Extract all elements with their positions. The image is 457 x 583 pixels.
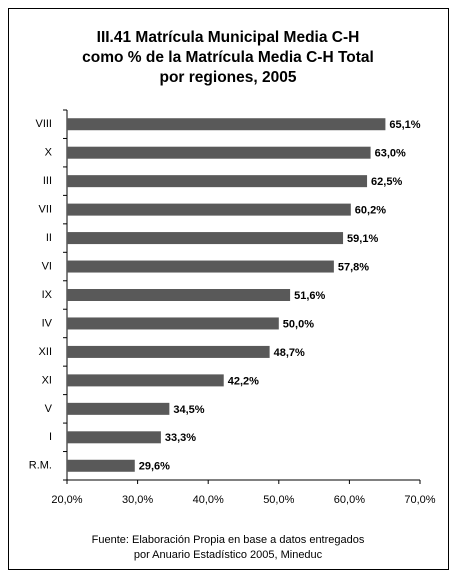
chart-title: por regiones, 2005 — [160, 69, 297, 86]
value-label: 48,7% — [274, 347, 305, 359]
value-label: 51,6% — [294, 290, 325, 302]
value-label: 50,0% — [283, 318, 314, 330]
value-label: 34,5% — [173, 404, 204, 416]
value-label: 33,3% — [165, 432, 196, 444]
value-label: 29,6% — [139, 461, 170, 473]
y-tick-label: VII — [39, 204, 52, 216]
chart-title: III.41 Matrícula Municipal Media C-H — [97, 29, 360, 46]
y-tick-label: VIII — [35, 118, 52, 130]
bar — [67, 345, 270, 358]
bar — [67, 260, 334, 273]
x-tick-label: 60,0% — [334, 494, 365, 506]
value-label: 57,8% — [338, 261, 369, 273]
x-tick-label: 50,0% — [263, 494, 294, 506]
source-note: Fuente: Elaboración Propia en base a dat… — [92, 534, 365, 546]
value-label: 42,2% — [228, 375, 259, 387]
bar — [67, 289, 291, 301]
bar — [67, 203, 351, 216]
x-tick-label: 20,0% — [51, 494, 82, 506]
bar — [67, 118, 386, 131]
source-note: por Anuario Estadístico 2005, Mineduc — [134, 549, 323, 561]
y-tick-label: V — [45, 403, 53, 415]
value-label: 63,0% — [375, 148, 406, 160]
bar — [67, 374, 224, 387]
y-tick-label: II — [46, 232, 52, 244]
bar — [67, 431, 161, 444]
value-label: 62,5% — [371, 176, 402, 188]
y-tick-label: XI — [42, 374, 52, 386]
bar — [67, 232, 344, 245]
y-tick-label: R.M. — [29, 460, 52, 472]
x-tick-label: 30,0% — [122, 494, 153, 506]
y-tick-label: IX — [42, 289, 53, 301]
bar — [67, 175, 368, 188]
x-tick-label: 40,0% — [193, 494, 224, 506]
x-tick-label: 70,0% — [404, 494, 435, 506]
bar — [67, 317, 279, 330]
value-label: 60,2% — [355, 205, 386, 217]
y-tick-label: III — [43, 175, 52, 187]
y-tick-label: XII — [39, 346, 52, 358]
y-tick-label: VI — [42, 260, 52, 272]
bar — [67, 402, 170, 415]
y-tick-label: IV — [42, 317, 53, 329]
value-label: 59,1% — [347, 233, 378, 245]
value-label: 65,1% — [389, 119, 420, 131]
y-tick-label: I — [49, 431, 52, 443]
bar — [67, 459, 135, 472]
bar — [67, 146, 371, 159]
y-tick-label: X — [45, 147, 53, 159]
chart-title: como % de la Matrícula Media C-H Total — [82, 49, 374, 66]
